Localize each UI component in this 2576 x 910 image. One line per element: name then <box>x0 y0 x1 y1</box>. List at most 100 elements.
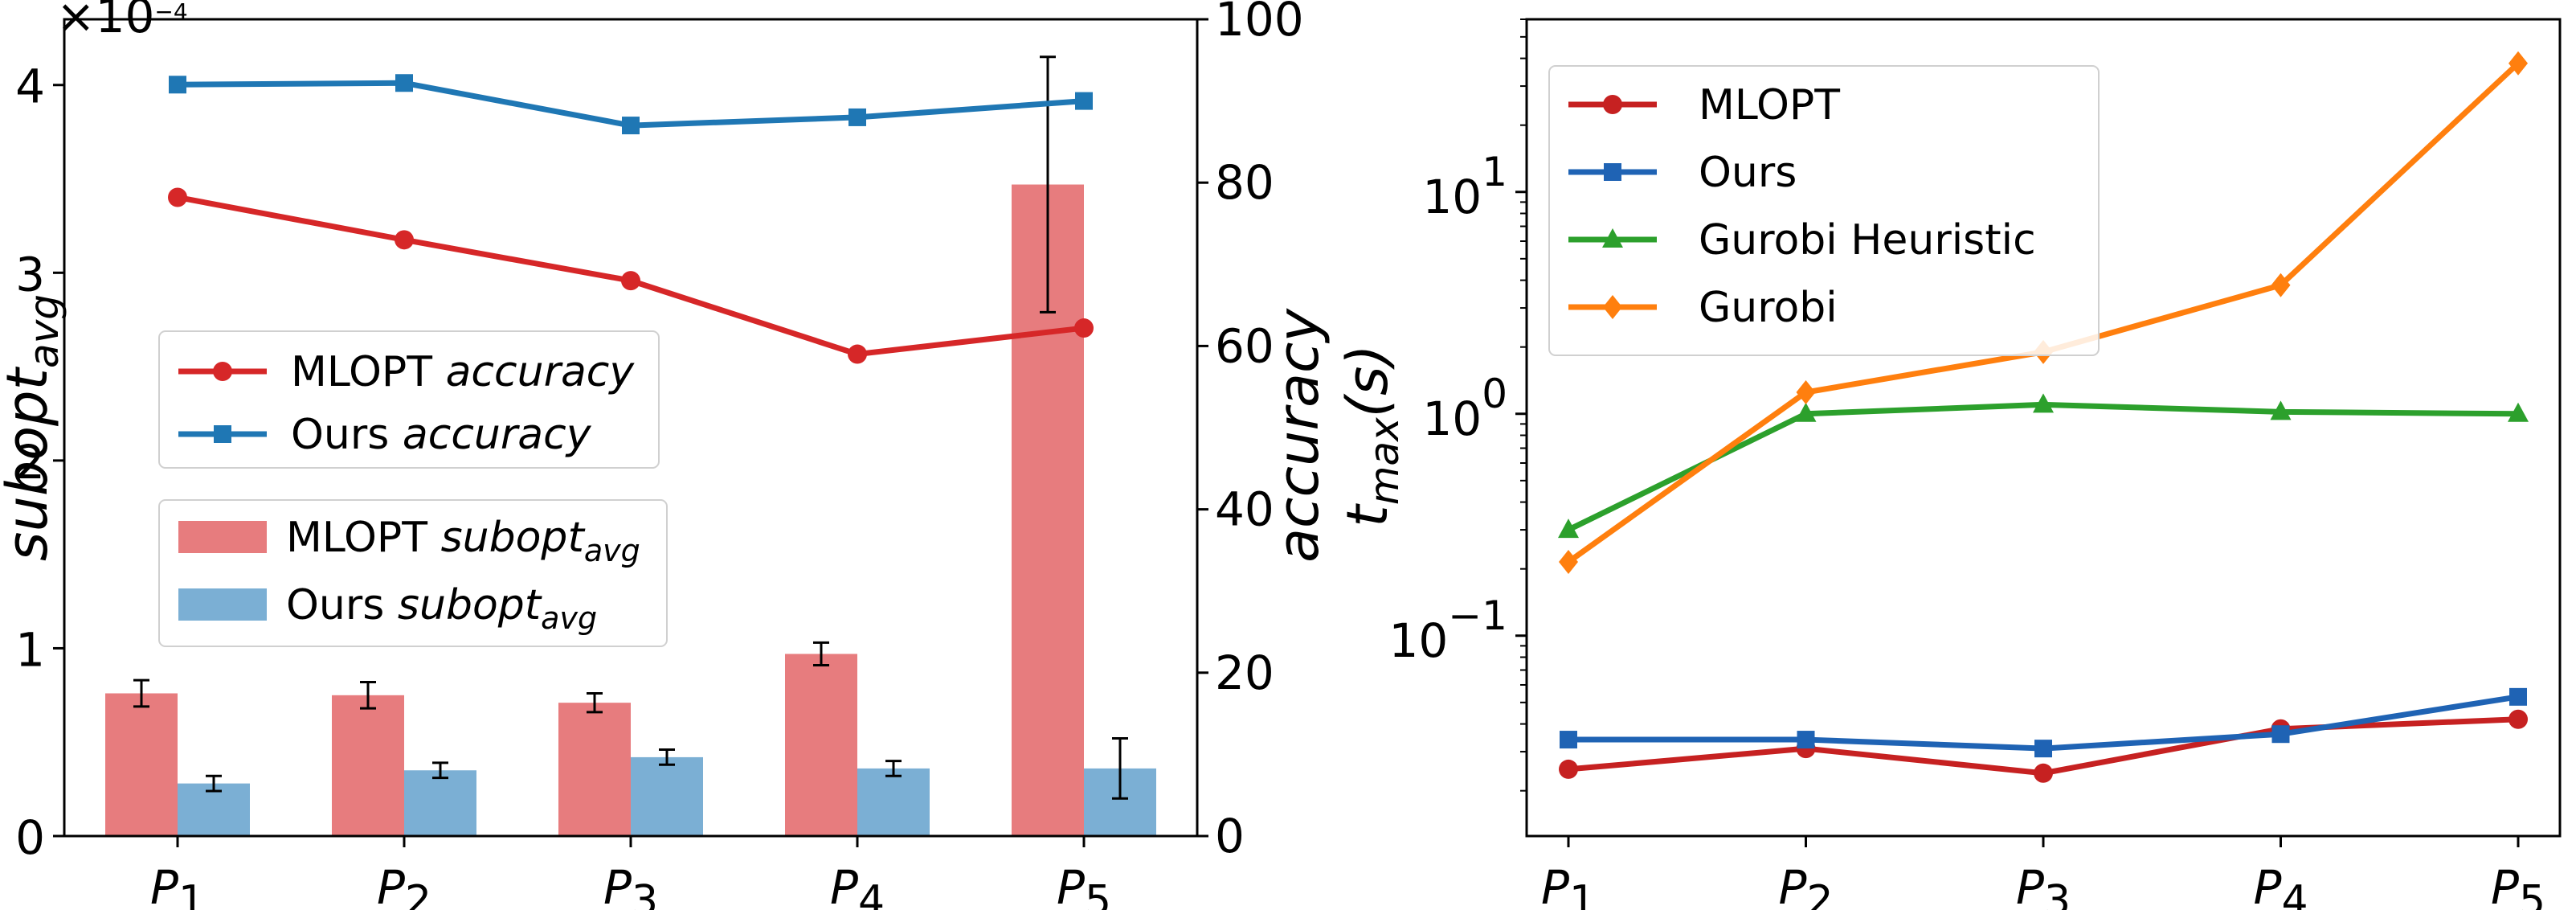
legend: MLOPT Ours Gurobi Heuristic Gurobi <box>1548 65 2100 356</box>
category-sub: 2 <box>405 877 431 910</box>
point-ours <box>395 74 413 92</box>
x-tick-label: P3 <box>2016 860 2071 910</box>
tick-exp: −1 <box>1448 592 1507 639</box>
point-mlopt <box>848 344 867 364</box>
legend-entry-mlopt: MLOPT <box>1699 81 1840 129</box>
legend-marker <box>1603 295 1622 319</box>
category-sub: 4 <box>858 877 885 910</box>
y-tick-label: 101 <box>1422 149 1507 224</box>
legend-italic: subopt <box>398 581 542 629</box>
category-base: P <box>603 860 632 910</box>
tick-base: 10 <box>1422 170 1482 224</box>
point-mlopt <box>1074 318 1094 338</box>
tick-exp: 0 <box>1482 371 1507 417</box>
category-sub: 3 <box>2044 877 2071 910</box>
x-tick-label: P4 <box>2253 860 2308 910</box>
tick-base: 10 <box>1422 391 1482 446</box>
legend-italic: accuracy <box>403 411 592 459</box>
label-suffix: (s) <box>1335 344 1400 417</box>
legend-name: Ours <box>286 581 398 629</box>
point-mlopt <box>2509 709 2528 729</box>
legend-entry-ours: Ours suboptavg <box>286 581 597 636</box>
left-tick-label: 1 <box>15 622 45 677</box>
category-sub: 5 <box>1085 877 1111 910</box>
category-base: P <box>830 860 858 910</box>
legend-box <box>158 330 660 469</box>
category-base: P <box>2253 860 2281 910</box>
tick-exp: 1 <box>1482 149 1507 195</box>
legend-marker <box>1602 228 1623 248</box>
category-sub: 3 <box>632 877 658 910</box>
category-sub: 2 <box>1806 877 1833 910</box>
point-ours <box>1560 731 1577 749</box>
x-tick-label: P5 <box>2491 860 2545 910</box>
point-gurobi <box>2509 51 2528 76</box>
point-gurobi <box>1796 380 1816 405</box>
point-gurobi-heuristic <box>1558 519 1579 539</box>
legend-sub: avg <box>541 601 597 636</box>
bar-mlopt <box>332 695 404 836</box>
legend-name: MLOPT <box>286 514 441 562</box>
bar-mlopt <box>105 693 178 836</box>
bar-ours <box>404 770 476 836</box>
multiplier-exp: −4 <box>154 0 187 25</box>
point-mlopt <box>395 230 414 250</box>
point-gurobi-heuristic <box>2508 402 2529 422</box>
legend-entry-gurobi-heuristic: Gurobi Heuristic <box>1699 216 2036 264</box>
bar-ours <box>857 768 930 836</box>
legend-entry-ours: Ours accuracy <box>291 411 592 459</box>
category-base: P <box>1778 860 1806 910</box>
category-base: P <box>1057 860 1085 910</box>
x-tick-label: P1 <box>1541 860 1596 910</box>
point-mlopt <box>168 187 187 207</box>
axis-multiplier: ×10−4 <box>56 0 188 43</box>
point-gurobi-heuristic <box>2033 393 2054 413</box>
label-base: t <box>1335 503 1400 527</box>
point-ours <box>1797 731 1815 749</box>
point-ours <box>2034 740 2052 758</box>
legend-name: Ours <box>291 411 403 459</box>
right-tick-label: 100 <box>1215 0 1304 47</box>
legend-name: MLOPT <box>291 348 446 396</box>
x-tick-label: P1 <box>150 860 205 910</box>
point-gurobi-heuristic <box>1795 402 1817 422</box>
right-tick-label: 80 <box>1215 155 1274 210</box>
tick-base: 10 <box>1388 613 1448 668</box>
right-tick-label: 0 <box>1215 809 1245 863</box>
point-mlopt <box>1559 759 1578 779</box>
point-ours <box>2509 687 2527 706</box>
legend-bar-swatch <box>178 521 267 553</box>
point-gurobi <box>1559 550 1578 575</box>
point-ours <box>848 108 866 126</box>
label-sub: avg <box>21 294 67 368</box>
y-tick-label: 10−1 <box>1388 592 1507 668</box>
y-tick-label: 100 <box>1422 371 1507 446</box>
right-tick-label: 60 <box>1215 318 1274 373</box>
left-axis-label: suboptavg <box>0 294 67 561</box>
point-mlopt <box>621 271 640 291</box>
legend-entry-mlopt: MLOPT suboptavg <box>286 514 640 568</box>
category-base: P <box>1541 860 1569 910</box>
legend-entry-ours: Ours <box>1699 149 1797 197</box>
legend-box <box>1548 65 2100 356</box>
legend-marker <box>1603 95 1622 114</box>
bar-mlopt <box>558 703 631 836</box>
point-ours <box>169 76 186 94</box>
category-base: P <box>377 860 405 910</box>
category-sub: 4 <box>2281 877 2308 910</box>
y-axis-label: tmax(s) <box>1335 344 1408 527</box>
bar-ours <box>631 756 703 836</box>
point-ours <box>1075 92 1093 110</box>
label-base: subopt <box>0 366 60 561</box>
x-tick-label: P2 <box>1778 860 1833 910</box>
legend-marker <box>213 362 232 381</box>
line-gurobi-heuristic <box>1567 401 2519 533</box>
legend-entry-mlopt: MLOPT accuracy <box>291 348 635 396</box>
right-tick-label: 40 <box>1215 482 1274 537</box>
x-tick-label: P5 <box>1057 860 1111 910</box>
